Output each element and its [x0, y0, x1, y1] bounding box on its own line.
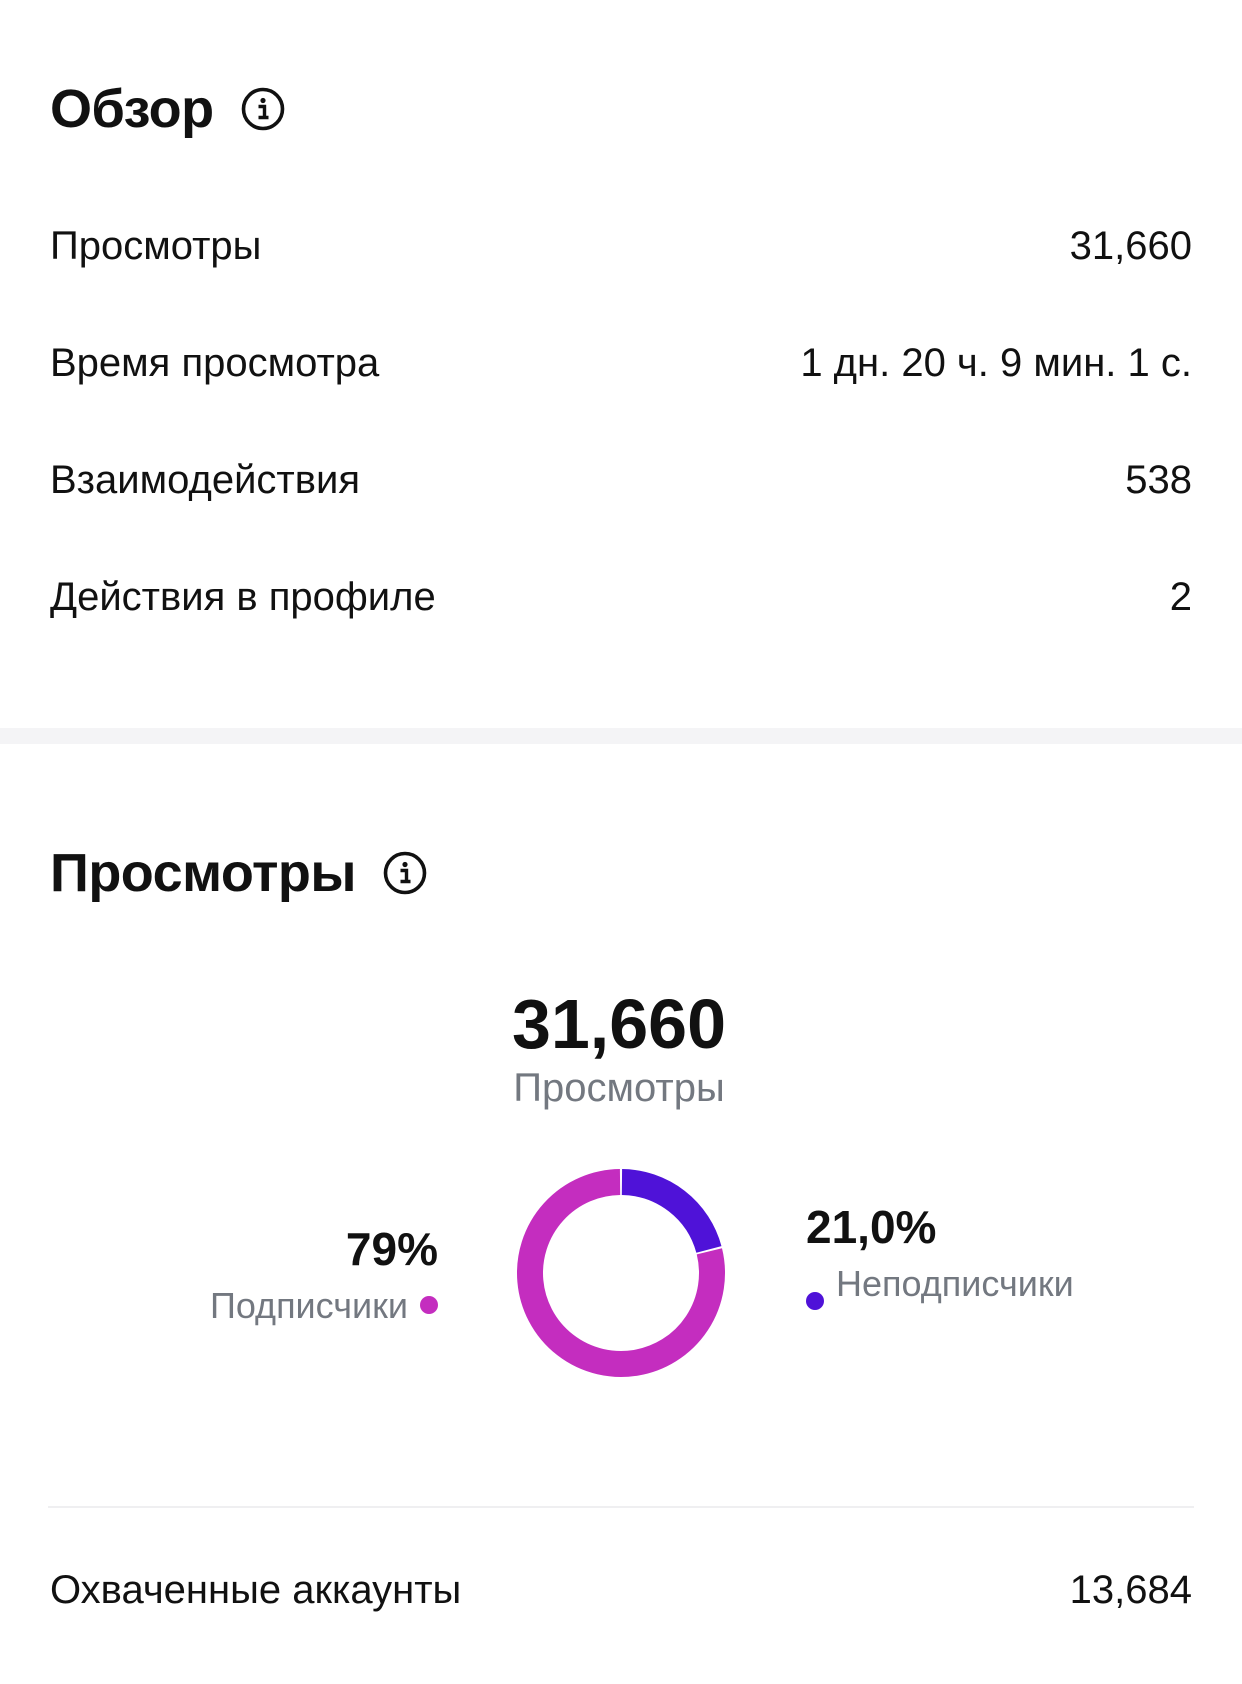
donut-slice-non-followers	[621, 1169, 722, 1254]
non-followers-label: Неподписчики	[836, 1263, 1074, 1304]
non-followers-dot	[806, 1292, 824, 1310]
metric-row-interactions[interactable]: Взаимодействия 538	[50, 450, 1192, 510]
metric-label: Просмотры	[50, 223, 262, 268]
followers-dot	[420, 1296, 438, 1314]
followers-percent: 79%	[345, 1223, 438, 1275]
metric-row-reached-accounts[interactable]: Охваченные аккаунты 13,684	[50, 1560, 1192, 1620]
metric-label: Время просмотра	[50, 340, 380, 385]
legend-non-followers: 21,0% Неподписчики	[806, 1200, 1076, 1310]
metric-row-watch-time[interactable]: Время просмотра 1 дн. 20 ч. 9 мин. 1 с.	[50, 333, 1192, 393]
metric-row-profile-actions[interactable]: Действия в профиле 2	[50, 567, 1192, 627]
info-icon[interactable]	[240, 86, 286, 132]
metric-value: 31,660	[1069, 223, 1192, 268]
metric-label: Действия в профиле	[50, 574, 436, 619]
views-title: Просмотры	[50, 843, 357, 903]
row-divider	[48, 1506, 1194, 1508]
metric-label: Взаимодействия	[50, 457, 360, 502]
overview-header: Обзор	[50, 78, 286, 140]
views-donut-chart	[517, 1169, 725, 1377]
metric-row-views[interactable]: Просмотры 31,660	[50, 216, 1192, 276]
views-total: 31,660	[511, 985, 727, 1063]
metric-label: Охваченные аккаунты	[50, 1567, 462, 1612]
metric-value: 1 дн. 20 ч. 9 мин. 1 с.	[800, 340, 1192, 385]
metric-value: 538	[1125, 457, 1192, 502]
followers-label: Подписчики	[209, 1285, 408, 1326]
non-followers-percent: 21,0%	[806, 1201, 937, 1253]
views-header: Просмотры	[50, 842, 428, 904]
donut-slice-followers	[517, 1169, 725, 1377]
legend-followers: 79% Подписчики	[210, 1222, 438, 1328]
section-divider	[0, 728, 1242, 744]
metric-value: 13,684	[1069, 1567, 1192, 1612]
overview-title: Обзор	[50, 79, 214, 139]
views-total-caption: Просмотры	[513, 1066, 725, 1110]
metric-value: 2	[1169, 574, 1192, 619]
info-icon[interactable]	[382, 850, 428, 896]
